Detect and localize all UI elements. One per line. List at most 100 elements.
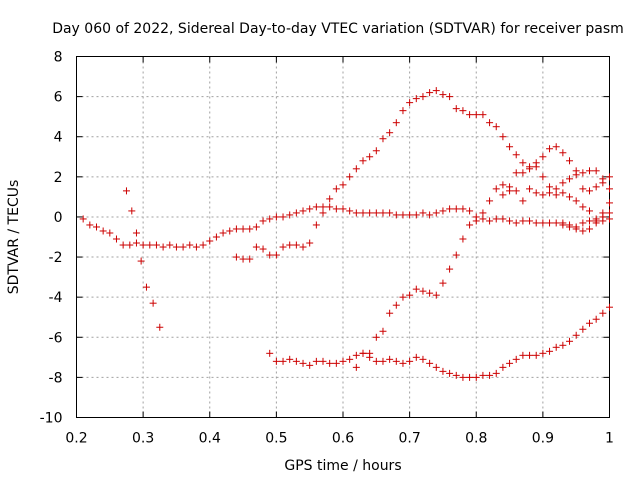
data-point-marker <box>439 279 447 287</box>
data-point-marker <box>312 203 320 211</box>
data-point-marker <box>466 111 474 119</box>
y-tick-label: 0 <box>54 210 63 226</box>
data-point-marker <box>586 319 594 327</box>
data-point-marker <box>606 199 613 207</box>
data-point-marker <box>239 225 247 233</box>
data-point-marker <box>506 217 514 225</box>
data-point-marker <box>566 175 574 183</box>
data-point-marker <box>172 243 180 251</box>
data-point-marker <box>526 351 534 359</box>
data-point-marker <box>412 95 420 103</box>
data-point-marker <box>339 205 347 213</box>
y-tick-label: 6 <box>54 90 63 106</box>
data-point-marker <box>399 293 407 301</box>
data-point-marker <box>526 165 534 173</box>
data-point-marker <box>519 197 527 205</box>
data-point-marker <box>579 227 587 235</box>
data-point-marker <box>128 207 136 215</box>
data-point-marker <box>426 359 434 367</box>
data-point-marker <box>452 105 460 113</box>
data-point-marker <box>332 359 340 367</box>
data-point-marker <box>552 343 560 351</box>
data-point-marker <box>419 93 427 101</box>
data-point-marker <box>279 213 287 221</box>
data-point-marker <box>532 189 540 197</box>
data-point-marker <box>526 185 534 193</box>
data-point-marker <box>572 331 580 339</box>
data-point-marker <box>306 361 314 369</box>
data-point-marker <box>506 359 514 367</box>
data-point-marker <box>532 163 540 171</box>
data-point-marker <box>486 119 494 127</box>
data-point-marker <box>366 209 374 217</box>
data-point-marker <box>592 315 600 323</box>
data-point-marker <box>142 283 150 291</box>
data-point-marker <box>326 203 334 211</box>
data-point-marker <box>466 207 474 215</box>
data-point-marker <box>499 133 507 141</box>
data-point-marker <box>512 169 520 177</box>
data-point-marker <box>459 373 467 381</box>
data-point-marker <box>326 195 334 203</box>
data-point-marker <box>112 235 120 243</box>
data-point-marker <box>486 217 494 225</box>
data-point-marker <box>286 211 294 219</box>
data-point-marker <box>426 211 434 219</box>
data-point-marker <box>539 219 547 227</box>
data-point-marker <box>486 371 494 379</box>
data-point-marker <box>299 359 307 367</box>
data-point-marker <box>432 209 440 217</box>
data-point-marker <box>546 183 554 191</box>
data-point-marker <box>92 223 100 231</box>
data-point-marker <box>566 223 574 231</box>
data-point-marker <box>399 107 407 115</box>
x-tick-label: 0.7 <box>398 431 420 447</box>
data-point-marker <box>479 111 487 119</box>
data-point-marker <box>259 217 267 225</box>
data-point-marker <box>306 239 314 247</box>
data-point-marker <box>292 241 300 249</box>
data-point-marker <box>372 357 380 365</box>
x-tick-label: 0.6 <box>332 431 354 447</box>
data-point-marker <box>312 221 320 229</box>
data-point-marker <box>546 347 554 355</box>
data-point-marker <box>186 241 194 249</box>
data-point-marker <box>332 205 340 213</box>
data-point-marker <box>552 143 560 151</box>
y-tick-label: -6 <box>49 330 63 346</box>
data-point-marker <box>466 373 474 381</box>
data-points <box>79 87 613 381</box>
data-point-marker <box>192 243 200 251</box>
data-point-marker <box>439 91 447 99</box>
data-point-marker <box>472 373 480 381</box>
data-point-marker <box>359 157 367 165</box>
data-point-marker <box>352 363 360 371</box>
data-point-marker <box>406 291 414 299</box>
data-point-marker <box>552 185 560 193</box>
data-point-marker <box>579 325 587 333</box>
data-point-marker <box>606 173 613 181</box>
data-point-marker <box>119 241 127 249</box>
x-tick-label: 0.3 <box>132 431 154 447</box>
data-point-marker <box>299 243 307 251</box>
data-point-marker <box>392 301 400 309</box>
data-point-marker <box>566 157 574 165</box>
data-point-marker <box>139 241 147 249</box>
data-point-marker <box>432 363 440 371</box>
data-point-marker <box>446 265 454 273</box>
data-point-marker <box>599 309 607 317</box>
data-point-marker <box>552 219 560 227</box>
data-point-marker <box>352 209 360 217</box>
data-point-marker <box>372 147 380 155</box>
data-point-marker <box>379 135 387 143</box>
data-point-marker <box>399 211 407 219</box>
data-point-marker <box>499 191 507 199</box>
y-tick-label: 2 <box>54 170 63 186</box>
data-point-marker <box>479 215 487 223</box>
data-point-marker <box>122 187 130 195</box>
data-point-marker <box>252 243 260 251</box>
data-point-marker <box>519 159 527 167</box>
data-point-marker <box>499 181 507 189</box>
data-point-marker <box>79 215 87 223</box>
